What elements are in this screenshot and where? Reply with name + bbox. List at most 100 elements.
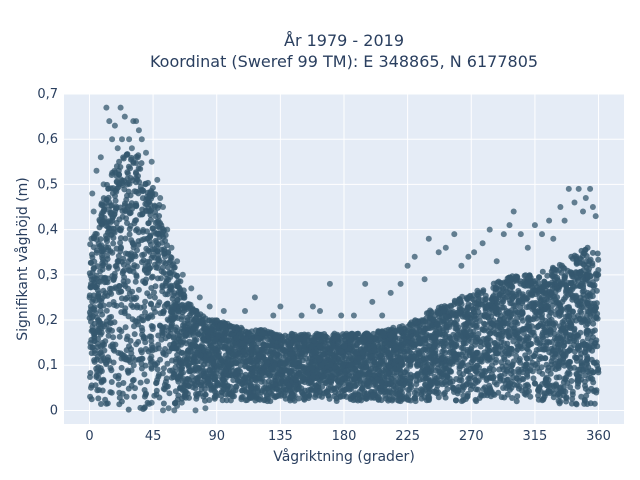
data-point	[398, 344, 405, 351]
data-point	[178, 370, 185, 377]
data-point	[154, 366, 161, 373]
data-point	[107, 365, 114, 371]
data-point	[117, 245, 124, 252]
data-point	[92, 347, 98, 354]
data-point	[563, 394, 570, 401]
data-point	[214, 364, 221, 371]
data-point	[561, 342, 568, 349]
data-point	[360, 335, 367, 342]
data-point	[432, 358, 439, 365]
data-point	[408, 384, 415, 391]
data-point	[536, 295, 543, 301]
data-point	[97, 268, 104, 275]
data-point	[98, 401, 104, 407]
data-point	[194, 349, 200, 356]
data-point	[567, 384, 574, 391]
data-point	[282, 395, 289, 402]
data-point	[87, 393, 94, 400]
data-point	[115, 381, 122, 388]
data-point	[455, 387, 462, 393]
data-point	[117, 288, 124, 295]
data-point	[554, 358, 561, 365]
data-point	[594, 250, 601, 257]
data-point	[407, 362, 414, 369]
data-point	[118, 364, 125, 371]
data-point	[114, 179, 120, 186]
data-point	[116, 226, 123, 233]
data-point	[501, 394, 508, 401]
data-point	[166, 269, 173, 276]
data-point	[131, 220, 138, 227]
data-point	[475, 386, 481, 393]
data-point	[555, 398, 562, 404]
data-point	[569, 395, 576, 402]
data-point	[91, 258, 98, 265]
data-point	[169, 262, 176, 269]
data-point	[539, 334, 546, 341]
data-point	[378, 388, 385, 395]
data-point	[90, 305, 97, 312]
data-point	[452, 320, 459, 327]
data-point	[303, 348, 309, 355]
data-point	[555, 341, 562, 348]
data-point	[458, 377, 465, 384]
data-point	[138, 160, 145, 167]
data-point	[284, 374, 291, 381]
data-point	[254, 358, 260, 365]
data-point	[332, 353, 339, 359]
data-point	[315, 331, 322, 338]
data-point	[472, 364, 479, 371]
data-point	[155, 332, 162, 339]
data-point	[193, 336, 200, 343]
data-point	[573, 269, 580, 276]
data-points	[86, 104, 602, 414]
data-point	[142, 335, 149, 341]
data-point	[301, 365, 307, 372]
data-point	[456, 296, 463, 302]
data-point	[420, 318, 427, 325]
data-point	[310, 374, 316, 381]
data-point	[139, 206, 146, 213]
data-point	[88, 382, 95, 389]
data-point	[505, 350, 511, 357]
data-point	[305, 387, 312, 394]
data-point	[386, 341, 393, 348]
data-point	[549, 355, 556, 362]
data-point	[534, 339, 541, 346]
data-point	[93, 249, 100, 256]
data-point	[261, 348, 268, 355]
data-point	[138, 313, 145, 320]
data-point	[113, 302, 120, 309]
data-point	[503, 288, 510, 295]
data-point	[87, 374, 93, 380]
data-point	[392, 384, 399, 391]
data-point	[108, 202, 115, 209]
data-point	[141, 387, 148, 393]
data-point	[488, 393, 494, 400]
data-point	[517, 335, 524, 342]
data-point	[411, 318, 418, 325]
data-point	[430, 388, 437, 395]
data-point	[169, 295, 176, 302]
data-point	[529, 359, 536, 366]
data-point	[378, 347, 385, 354]
data-point	[202, 391, 209, 398]
data-point	[560, 379, 567, 386]
data-point	[134, 304, 140, 311]
data-point	[321, 347, 328, 353]
data-point	[156, 213, 163, 219]
data-point	[573, 355, 580, 362]
data-point	[492, 340, 499, 346]
data-point	[162, 232, 169, 239]
data-point	[351, 375, 358, 382]
data-point	[340, 393, 347, 400]
data-point	[535, 387, 542, 394]
data-point	[338, 348, 345, 355]
data-point	[138, 349, 145, 356]
data-point	[462, 396, 469, 402]
data-point	[532, 380, 539, 387]
data-point	[107, 248, 114, 255]
data-point	[568, 323, 575, 329]
data-point	[318, 362, 325, 369]
